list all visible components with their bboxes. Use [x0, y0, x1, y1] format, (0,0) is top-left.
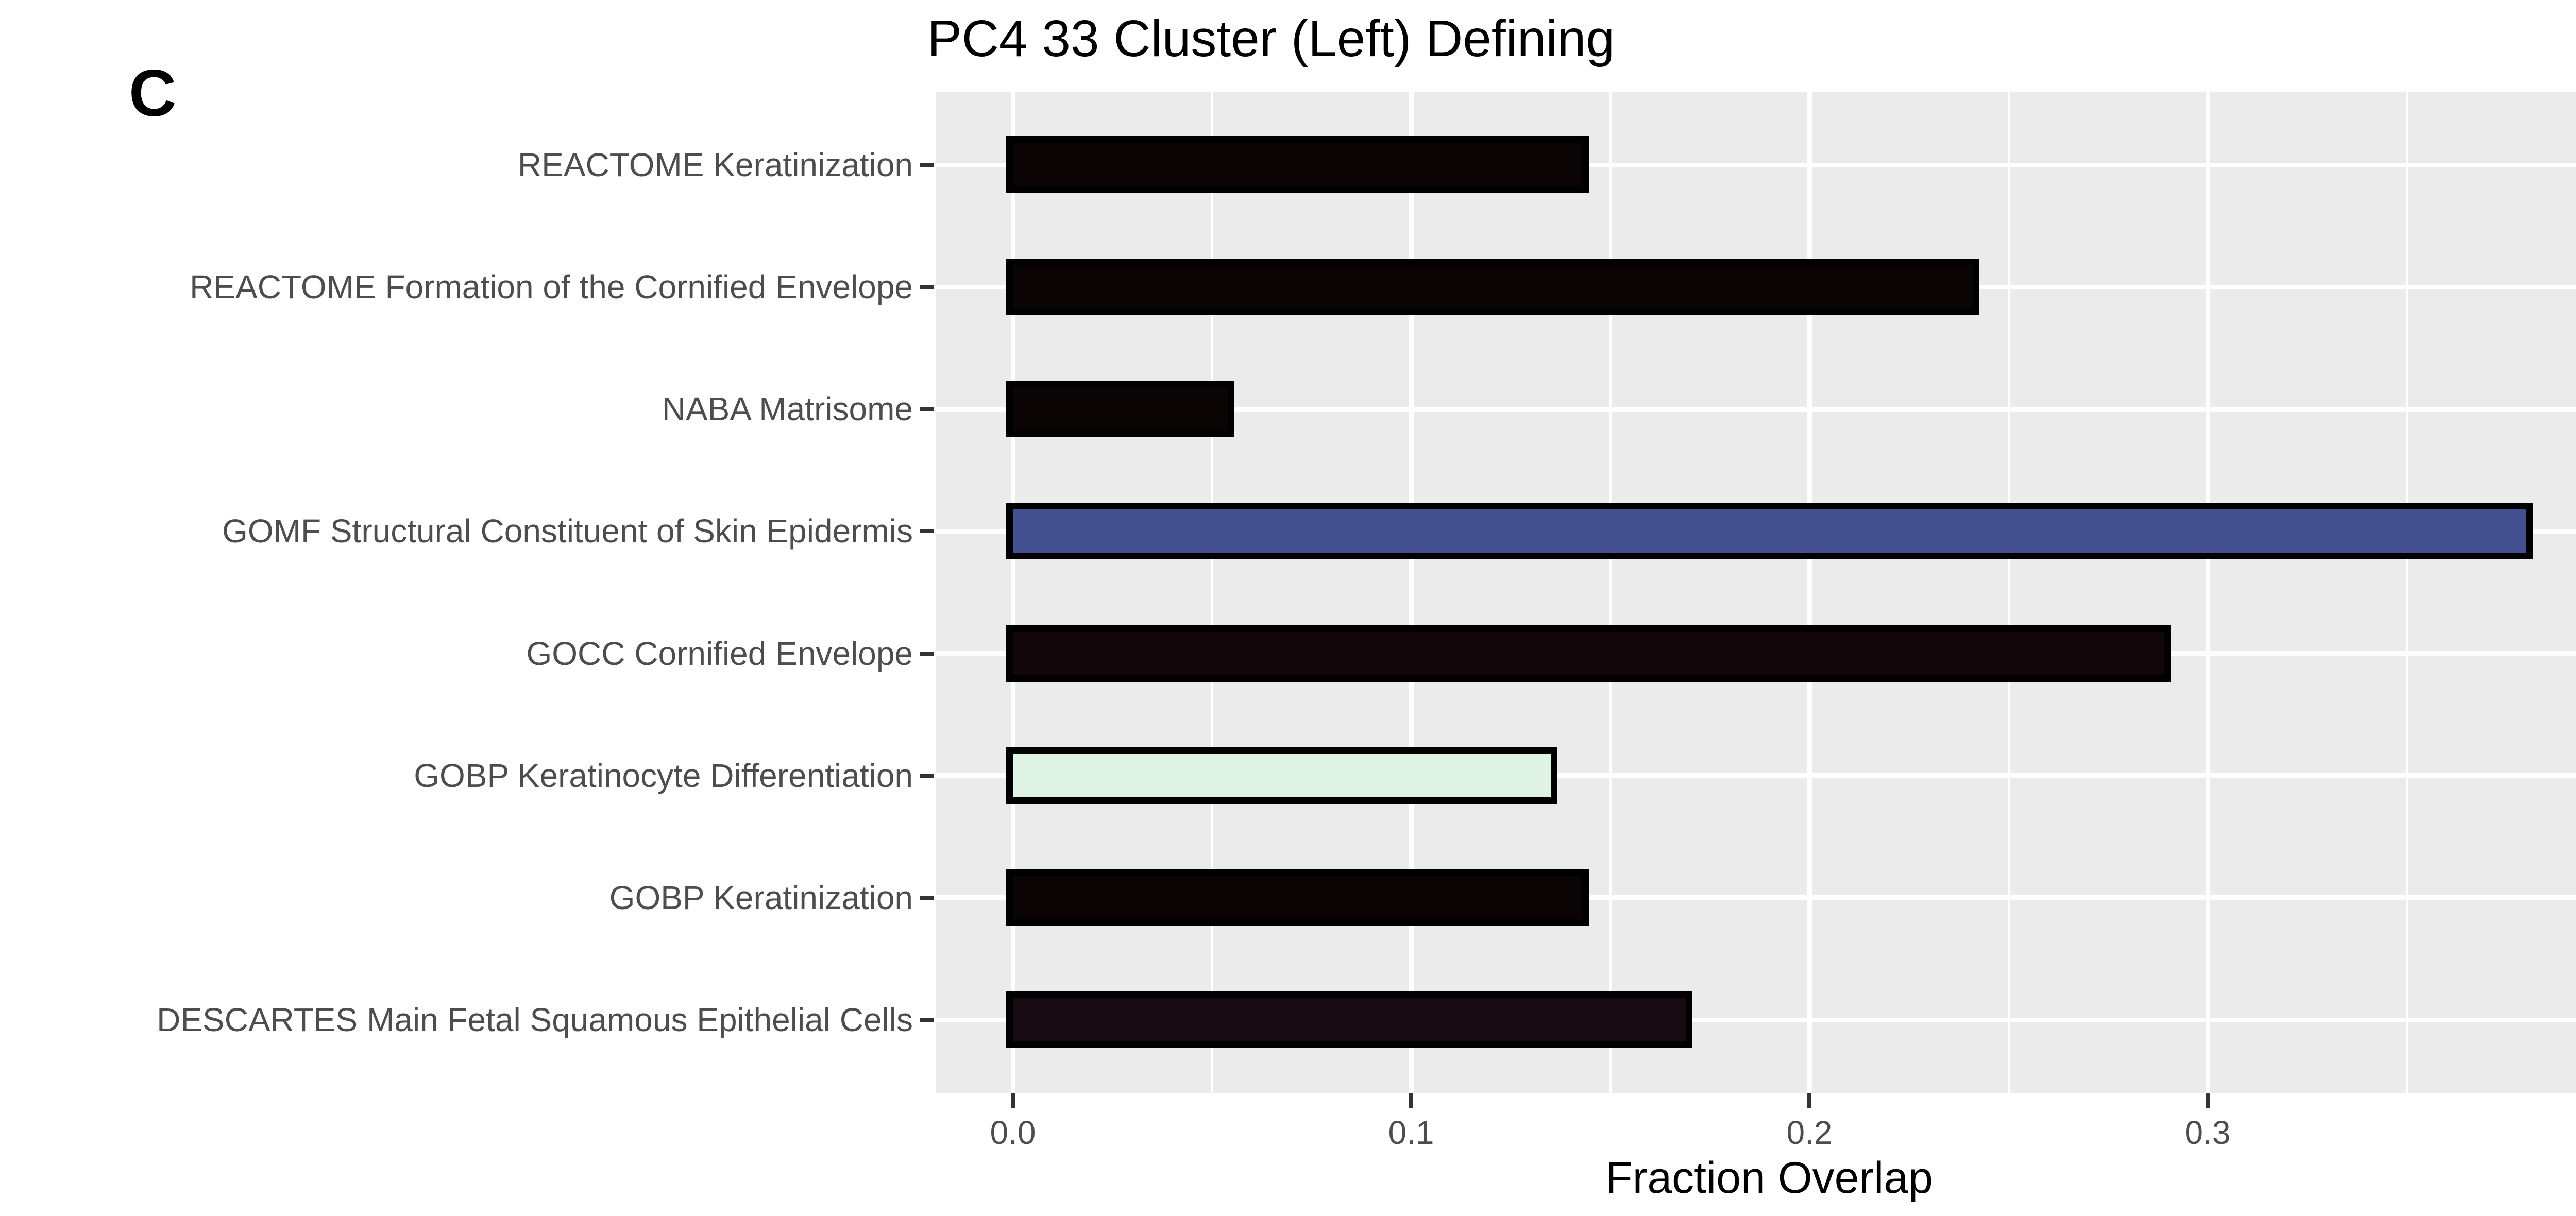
y-axis-label: GOCC Cornified Envelope — [526, 635, 913, 672]
gridline-minor-vertical — [1609, 92, 1612, 1093]
x-axis-tick — [2206, 1093, 2210, 1108]
gridline-major-vertical — [1010, 92, 1015, 1093]
gridline-major-horizontal — [936, 162, 2576, 167]
x-axis-tick-label: 0.2 — [1786, 1114, 1833, 1151]
bar-8 — [1006, 991, 1693, 1049]
gridline-major-horizontal — [936, 1017, 2576, 1022]
y-axis-label: NABA Matrisome — [662, 390, 913, 428]
y-axis-label: GOMF Structural Constituent of Skin Epid… — [222, 512, 913, 550]
y-axis-label: GOBP Keratinocyte Differentiation — [414, 757, 913, 794]
gridline-minor-vertical — [2405, 92, 2408, 1093]
panel-letter-label: C — [129, 57, 177, 130]
bar-1 — [1006, 136, 1589, 193]
bar-6 — [1006, 747, 1557, 804]
y-axis-tick — [920, 285, 934, 289]
x-axis-title: Fraction Overlap — [1605, 1153, 1933, 1203]
x-axis-tick — [1807, 1093, 1811, 1108]
plot-panel — [936, 92, 2576, 1093]
y-axis-label: REACTOME Keratinization — [517, 146, 913, 183]
y-axis-tick — [920, 773, 934, 778]
bar-3 — [1006, 381, 1235, 438]
x-axis-tick — [1011, 1093, 1015, 1108]
y-axis-tick — [920, 1018, 934, 1022]
x-axis-tick — [1409, 1093, 1413, 1108]
y-axis-tick — [920, 529, 934, 534]
gridline-major-vertical — [2205, 92, 2210, 1093]
y-axis-tick — [920, 651, 934, 656]
bar-5 — [1006, 625, 2171, 682]
plot-title: PC4 33 Cluster (Left) Defining — [927, 10, 1615, 67]
bar-4 — [1006, 503, 2533, 560]
bar-2 — [1006, 259, 1979, 316]
gridline-minor-vertical — [1211, 92, 1213, 1093]
gridline-minor-vertical — [2007, 92, 2010, 1093]
gridline-major-horizontal — [936, 895, 2576, 900]
x-axis-tick-label: 0.0 — [990, 1114, 1036, 1151]
x-axis-tick-label: 0.3 — [2184, 1114, 2231, 1151]
gridline-major-vertical — [1409, 92, 1414, 1093]
y-axis-tick — [920, 895, 934, 900]
gridline-major-horizontal — [936, 406, 2576, 412]
x-axis-tick-label: 0.1 — [1388, 1114, 1434, 1151]
gridline-major-vertical — [1807, 92, 1812, 1093]
y-axis-label: GOBP Keratinization — [609, 879, 913, 916]
y-axis-label: REACTOME Formation of the Cornified Enve… — [190, 268, 913, 306]
bar-7 — [1006, 869, 1589, 926]
y-axis-label: DESCARTES Main Fetal Squamous Epithelial… — [157, 1001, 913, 1039]
y-axis-tick — [920, 407, 934, 412]
gridline-major-horizontal — [936, 773, 2576, 778]
y-axis-tick — [920, 163, 934, 167]
